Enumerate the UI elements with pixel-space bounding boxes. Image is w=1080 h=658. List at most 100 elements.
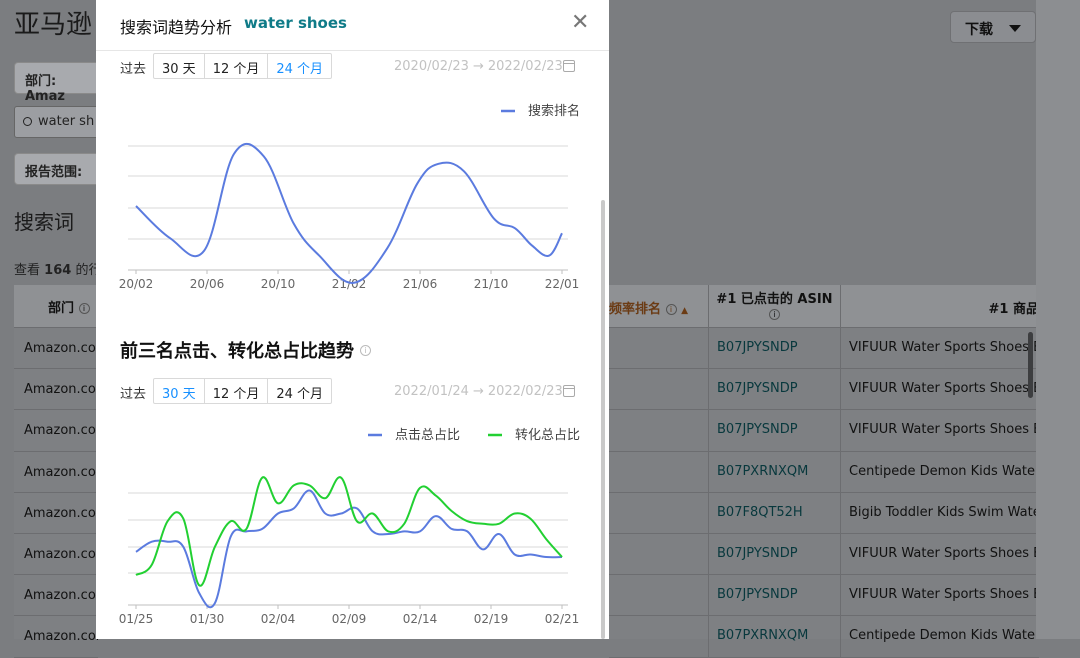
asin-link[interactable]: B07PXRNXQM bbox=[708, 451, 841, 492]
top3-share-chart: 01/25 01/30 02/04 02/09 02/14 02/19 02/21 点击总占比… bbox=[119, 428, 580, 626]
table-header: 频率排名 i ▲ #1 已点击的 ASIN i #1 商品 bbox=[609, 285, 1039, 328]
close-icon[interactable]: ✕ bbox=[571, 10, 590, 35]
chart2-range-selector: 过去 30 天 12 个月 24 个月 bbox=[120, 378, 333, 404]
modal-keyword: water shoes bbox=[244, 14, 347, 32]
x-tick-label: 20/02 bbox=[119, 277, 154, 291]
legend-label: 转化总占比 bbox=[515, 428, 580, 443]
info-icon: i bbox=[78, 303, 90, 314]
asin-link[interactable]: B07F8QT52H bbox=[708, 492, 841, 533]
table-row: Amazon.com bbox=[14, 452, 98, 493]
table-row: B07PXRNXQM Centipede Demon Kids Water Sho… bbox=[609, 451, 1039, 493]
asin-link[interactable]: B07JPYSNDP bbox=[708, 575, 841, 616]
x-tick-label: 02/04 bbox=[261, 612, 296, 626]
page-title: 亚马逊 bbox=[14, 10, 93, 40]
series-line bbox=[135, 476, 563, 587]
dept-filter-label: 部门: Amaz bbox=[25, 74, 65, 104]
chart1-date-range[interactable]: 2020/02/23 → 2022/02/23 bbox=[394, 59, 563, 74]
range-option-30d[interactable]: 30 天 bbox=[154, 54, 205, 78]
table-row: Amazon.com bbox=[14, 616, 98, 658]
table-row: B07JPYSNDP VIFUUR Water Sports Shoes Bare… bbox=[609, 533, 1039, 576]
x-tick-label: 02/09 bbox=[332, 612, 367, 626]
x-tick-label: 21/02 bbox=[332, 277, 367, 291]
range-option-24m[interactable]: 24 个月 bbox=[276, 62, 324, 77]
x-tick-label: 20/10 bbox=[261, 277, 296, 291]
modal-header: 搜索词趋势分析 water shoes ✕ bbox=[96, 0, 609, 51]
page-scroll-gutter bbox=[1036, 0, 1080, 639]
dept-filter[interactable]: 部门: Amaz bbox=[14, 62, 104, 104]
chart2-date-range[interactable]: 2022/01/24 → 2022/02/23 bbox=[394, 384, 563, 399]
table-left: 部门 i Amazon.com Amazon.com Amazon.com Am… bbox=[14, 285, 98, 658]
background-page: 亚马逊 下载 部门: Amaz water sh 报告范围: 搜索词 查看 16… bbox=[14, 0, 1080, 658]
range-option-12m[interactable]: 12 个月 bbox=[205, 379, 269, 403]
table-row: Amazon.com bbox=[14, 328, 98, 370]
col-header-asin[interactable]: #1 已点击的 ASIN i bbox=[708, 285, 841, 328]
asin-link[interactable]: B07PXRNXQM bbox=[708, 616, 841, 657]
calendar-icon[interactable] bbox=[563, 385, 575, 397]
download-label: 下载 bbox=[965, 22, 993, 38]
product-name: VIFUUR Water Sports Shoes Barefoot bbox=[849, 422, 1039, 438]
product-name: VIFUUR Water Sports Shoes Barefoot bbox=[849, 381, 1039, 397]
table-row: B07JPYSNDP VIFUUR Water Sports Shoes Bare… bbox=[609, 369, 1039, 411]
table-row: B07JPYSNDP VIFUUR Water Sports Shoes Bare… bbox=[609, 410, 1039, 452]
x-tick-label: 21/10 bbox=[474, 277, 509, 291]
trend-analysis-modal: 搜索词趋势分析 water shoes ✕ 过去 30 天 12 个月 24 个… bbox=[96, 0, 609, 639]
table-row: Amazon.com bbox=[14, 369, 98, 411]
x-tick-label: 01/25 bbox=[119, 612, 154, 626]
x-tick-label: 02/14 bbox=[403, 612, 438, 626]
table-scrollbar[interactable] bbox=[1028, 332, 1033, 398]
search-icon bbox=[23, 117, 32, 126]
x-tick-label: 02/19 bbox=[474, 612, 509, 626]
report-range-filter[interactable]: 报告范围: bbox=[14, 153, 104, 185]
modal-scrollbar[interactable] bbox=[601, 200, 605, 639]
asin-link[interactable]: B07JPYSNDP bbox=[708, 410, 841, 451]
range-option-12m[interactable]: 12 个月 bbox=[205, 54, 269, 78]
table-row: B07JPYSNDP VIFUUR Water Sports Shoes Bare… bbox=[609, 328, 1039, 370]
caret-down-icon bbox=[1009, 25, 1021, 32]
legend-label: 搜索排名 bbox=[528, 103, 580, 119]
col-header-product[interactable]: #1 商品 bbox=[988, 302, 1039, 317]
product-name: Centipede Demon Kids Water Shoes bbox=[849, 463, 1039, 479]
table-row: B07JPYSNDP VIFUUR Water Sports Shoes Bare… bbox=[609, 575, 1039, 617]
asin-link[interactable]: B07JPYSNDP bbox=[708, 328, 841, 369]
series-line bbox=[135, 489, 563, 609]
report-range-label: 报告范围: bbox=[25, 165, 83, 180]
x-tick-label: 01/30 bbox=[190, 612, 225, 626]
asin-link[interactable]: B07JPYSNDP bbox=[708, 533, 841, 575]
x-tick-label: 02/21 bbox=[545, 612, 580, 626]
search-value: water sh bbox=[38, 114, 95, 129]
product-name: Centipede Demon Kids Water Shoes bbox=[849, 628, 1039, 644]
legend-label: 点击总占比 bbox=[395, 428, 460, 443]
product-name: VIFUUR Water Sports Shoes Barefoot bbox=[849, 545, 1039, 561]
product-name: Bigib Toddler Kids Swim Water Shoes bbox=[849, 504, 1039, 520]
info-icon: i bbox=[769, 309, 780, 320]
table-right: 频率排名 i ▲ #1 已点击的 ASIN i #1 商品 B07JPYSNDP V… bbox=[609, 285, 1039, 658]
calendar-icon[interactable] bbox=[563, 60, 575, 72]
range-label: 过去 bbox=[120, 62, 147, 77]
section-title: 搜索词 bbox=[14, 210, 74, 234]
x-tick-label: 21/06 bbox=[403, 277, 438, 291]
download-button[interactable]: 下载 bbox=[950, 11, 1036, 43]
x-tick-label: 20/06 bbox=[190, 277, 225, 291]
range-segmented: 30 天 12 个月 24 个月 bbox=[153, 378, 333, 404]
table-row: Amazon.com bbox=[14, 493, 98, 534]
range-option-30d[interactable]: 30 天 bbox=[154, 379, 205, 403]
search-rank-chart: 20/02 20/06 20/10 21/02 21/06 21/10 22/01 搜索排名 bbox=[119, 103, 580, 291]
modal-title: 搜索词趋势分析 bbox=[120, 18, 233, 37]
product-name: VIFUUR Water Sports Shoes Barefoot bbox=[849, 340, 1039, 355]
col-header-dept[interactable]: 部门 i bbox=[14, 285, 98, 328]
sort-asc-icon: ▲ bbox=[681, 306, 688, 316]
results-count: 查看 164 的行 bbox=[14, 263, 102, 278]
table-row: Amazon.com bbox=[14, 410, 98, 452]
table-row: B07PXRNXQM Centipede Demon Kids Water Sho… bbox=[609, 616, 1039, 658]
chart2-section-title: 前三名点击、转化总占比趋势 i bbox=[120, 337, 371, 363]
info-icon: i bbox=[665, 304, 677, 315]
info-icon[interactable]: i bbox=[360, 344, 371, 356]
range-label: 过去 bbox=[120, 387, 147, 402]
col-header-rank[interactable]: 频率排名 i ▲ bbox=[609, 302, 688, 317]
series-line bbox=[135, 142, 563, 284]
table-row: Amazon.com bbox=[14, 534, 98, 576]
asin-link[interactable]: B07JPYSNDP bbox=[708, 369, 841, 410]
range-segmented: 30 天 12 个月 24 个月 bbox=[153, 53, 333, 79]
product-name: VIFUUR Water Sports Shoes Barefoot bbox=[849, 587, 1039, 603]
range-option-24m[interactable]: 24 个月 bbox=[276, 387, 324, 402]
